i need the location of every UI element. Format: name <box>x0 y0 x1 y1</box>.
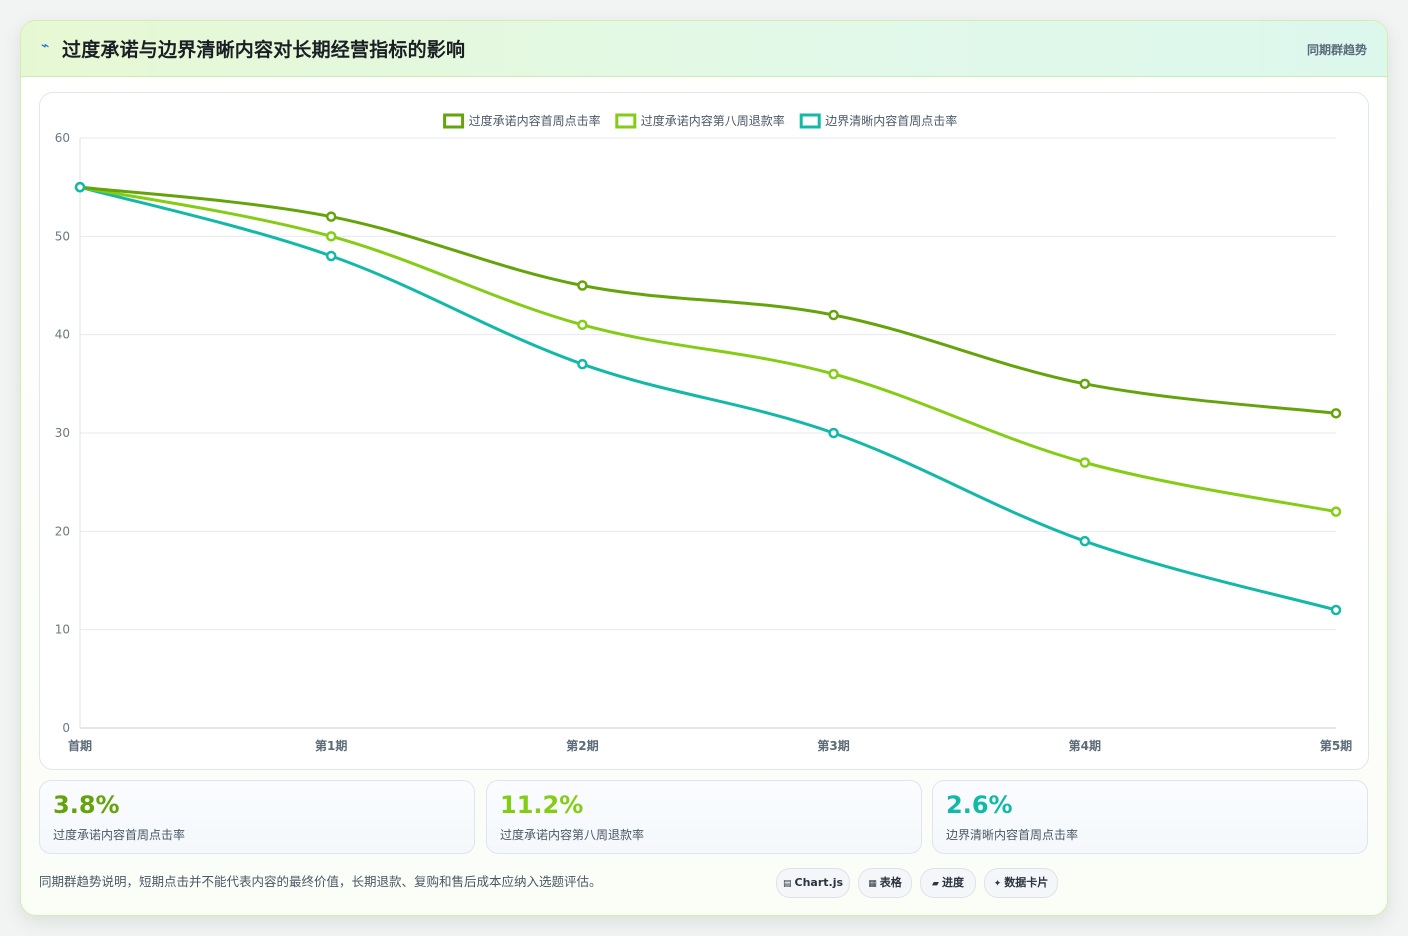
data-point-s0-5 <box>1330 408 1342 419</box>
stat-card-refund-rate-overpromise: 11.2% 过度承诺内容第八周退款率 <box>486 780 922 854</box>
y-tick-label: 10 <box>55 623 70 637</box>
legend-label-1: 过度承诺内容第八周退款率 <box>641 113 785 128</box>
stat-card-click-rate-clear: 2.6% 边界清晰内容首周点击率 <box>932 780 1368 854</box>
trend-icon: ⌁ <box>41 38 50 54</box>
legend-swatch-1 <box>615 113 637 129</box>
data-point-s2-0 <box>74 181 86 193</box>
data-point-s1-5 <box>1330 506 1342 517</box>
legend-label-2: 边界清晰内容首周点击率 <box>825 113 957 128</box>
series-line-1 <box>78 185 1338 514</box>
data-point-s2-4 <box>1079 535 1091 547</box>
data-point-s1-3 <box>828 368 839 380</box>
pill-label: 进度 <box>941 876 964 889</box>
page-title: 过度承诺与边界清晰内容对长期经营指标的影响 <box>62 39 466 61</box>
y-tick-label: 30 <box>55 426 70 440</box>
y-tick-label: 60 <box>55 131 70 145</box>
stat-label: 过度承诺内容第八周退款率 <box>500 828 645 842</box>
line-chart: 0 10 20 30 40 50 60 首期 第1期 第2期 第3期 第4期 第5期 过度承诺内容首周点击… <box>55 113 1352 753</box>
legend-label-0: 过度承诺内容首周点击率 <box>469 113 601 128</box>
card-header: ⌁ 过度承诺与边界清晰内容对长期经营指标的影响 同期群趋势 <box>21 21 1387 77</box>
pill-label: Chart.js <box>794 876 844 889</box>
pill-label: 表格 <box>879 876 902 889</box>
data-point-s0-2 <box>577 280 588 291</box>
legend-swatch-2 <box>799 113 821 129</box>
table-icon: ▦ <box>868 879 877 889</box>
x-tick-label: 首期 <box>68 738 92 753</box>
pill-chartjs[interactable]: ▤ Chart.js <box>776 868 850 898</box>
stat-value: 11.2% <box>500 791 584 819</box>
cohort-trend-tag: 同期群趋势 <box>1306 43 1367 57</box>
y-tick-label: 50 <box>55 229 70 243</box>
y-tick-label: 40 <box>55 328 70 342</box>
data-point-s0-1 <box>325 211 337 222</box>
data-point-s2-3 <box>828 427 839 439</box>
x-tick-label: 第5期 <box>1320 738 1352 753</box>
data-point-s0-3 <box>828 309 839 321</box>
data-point-s1-1 <box>325 231 337 242</box>
footer-note: 同期群趋势说明，短期点击并不能代表内容的最终价值，长期退款、复购和售后成本应纳入… <box>39 874 602 889</box>
stat-card-click-rate-overpromise: 3.8% 过度承诺内容首周点击率 <box>39 780 475 854</box>
chart-icon: ▤ <box>782 879 792 889</box>
chart-panel: 0 10 20 30 40 50 60 首期 第1期 第2期 第3期 第4期 第5期 过度承诺内容首周点击… <box>39 92 1369 770</box>
data-point-s0-4 <box>1079 378 1091 390</box>
data-point-s1-2 <box>577 319 588 331</box>
series-line-2 <box>78 185 1338 612</box>
x-tick-label: 第4期 <box>1069 738 1101 753</box>
x-tick-label: 第2期 <box>566 738 598 753</box>
pill-data-card[interactable]: ✦ 数据卡片 <box>984 868 1058 898</box>
pill-label: 数据卡片 <box>1004 876 1049 889</box>
stat-value: 2.6% <box>946 791 1013 819</box>
pill-progress[interactable]: ▰ 进度 <box>920 868 976 898</box>
stat-label: 过度承诺内容首周点击率 <box>53 828 186 842</box>
chart-card: ⌁ 过度承诺与边界清晰内容对长期经营指标的影响 同期群趋势 0 10 20 30 40 5… <box>20 20 1388 916</box>
data-point-s2-5 <box>1330 604 1342 616</box>
data-point-s2-2 <box>577 358 588 370</box>
data-point-s2-1 <box>325 250 337 262</box>
legend-swatch-0 <box>443 113 465 129</box>
pill-table[interactable]: ▦ 表格 <box>858 868 912 898</box>
y-tick-label: 20 <box>55 524 70 538</box>
progress-icon: ▰ <box>932 879 939 889</box>
series-line-0 <box>78 185 1338 415</box>
y-tick-label: 0 <box>62 721 70 735</box>
data-point-s1-4 <box>1079 457 1091 468</box>
x-tick-label: 第3期 <box>817 738 849 753</box>
stat-label: 边界清晰内容首周点击率 <box>946 828 1079 842</box>
stat-value: 3.8% <box>53 791 120 819</box>
sparkle-icon: ✦ <box>993 879 1002 889</box>
x-tick-label: 第1期 <box>315 738 347 753</box>
